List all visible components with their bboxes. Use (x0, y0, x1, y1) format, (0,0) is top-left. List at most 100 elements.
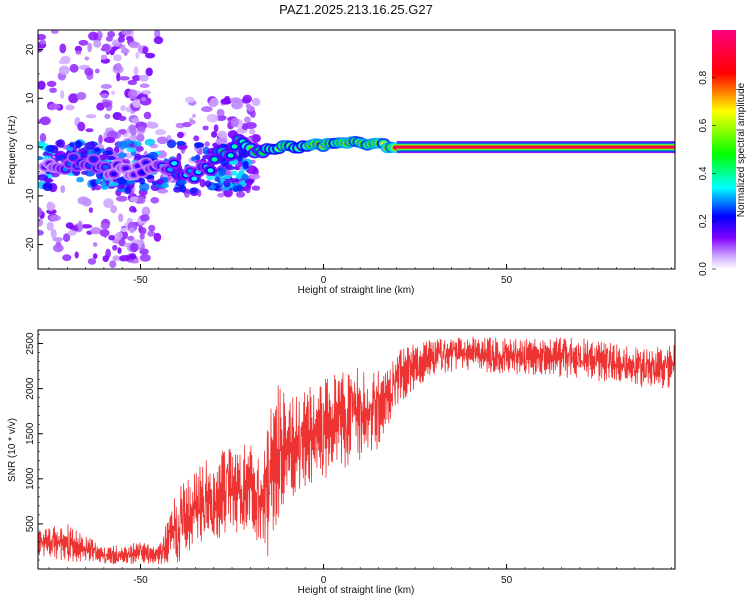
colorbar-tick-label: 0.0 (698, 262, 709, 276)
colorbar-gradient (712, 30, 736, 269)
heatmap-cell (127, 235, 135, 241)
heatmap-cell (39, 116, 51, 126)
heatmap-cell (87, 42, 93, 53)
heatmap-cell (146, 122, 159, 129)
heatmap-cell (112, 244, 118, 251)
heatmap-cell (143, 111, 152, 120)
heatmap-cell (215, 137, 228, 146)
heatmap-cell (147, 151, 159, 160)
heatmap-cell (100, 54, 108, 60)
heatmap-cell (223, 180, 231, 188)
y-tick-label: 2000 (25, 377, 36, 400)
heatmap-cell (128, 41, 141, 49)
heatmap-cell (223, 188, 233, 198)
heatmap-cell (132, 208, 137, 213)
heatmap-cell (128, 253, 137, 260)
heatmap-cell (211, 157, 218, 162)
heatmap-cell (250, 134, 261, 143)
heatmap-cell (38, 80, 46, 90)
heatmap-cell (92, 242, 98, 247)
heatmap-cell (217, 193, 225, 198)
heatmap-cell (98, 134, 103, 144)
heatmap-cell (85, 128, 94, 133)
heatmap-cell (44, 178, 54, 183)
heatmap-cell (202, 125, 209, 131)
heatmap-cell (241, 173, 249, 181)
heatmap-cell (192, 113, 196, 119)
spectrogram-y-axis-label: Frequency (Hz) (7, 116, 18, 185)
y-tick-label: 500 (25, 515, 36, 532)
heatmap-cell (93, 39, 102, 48)
heatmap-cell (141, 96, 147, 102)
snr-x-axis-label: Height of straight line (km) (298, 585, 415, 596)
heatmap-cell (56, 139, 65, 148)
heatmap-cell (118, 239, 126, 247)
heatmap-cell (214, 176, 221, 182)
heatmap-cell (120, 105, 126, 112)
heatmap-cell (207, 168, 214, 173)
heatmap-cell (117, 140, 128, 150)
heatmap-cell (39, 39, 47, 45)
heatmap-cell (217, 130, 228, 139)
heatmap-cell (121, 30, 132, 36)
heatmap-cell (74, 251, 79, 259)
heatmap-cell (51, 30, 59, 34)
heatmap-cell (94, 68, 100, 74)
heatmap-cell (77, 121, 86, 132)
spectrogram-heatmap (38, 30, 675, 268)
heatmap-cell (139, 248, 149, 255)
heatmap-cell (127, 79, 138, 86)
heatmap-cell (65, 222, 74, 229)
heatmap-cell (139, 83, 150, 88)
chart-title: PAZ1.2025.213.16.25.G27 (279, 2, 433, 17)
heatmap-cell (66, 145, 74, 152)
heatmap-cell (132, 99, 142, 108)
y-tick-label: -10 (25, 188, 36, 203)
heatmap-cell (90, 157, 97, 162)
heatmap-cell (126, 147, 137, 153)
heatmap-cell (213, 124, 219, 133)
heatmap-cell (218, 166, 227, 176)
heatmap-cell (131, 75, 142, 81)
heatmap-cell (118, 115, 127, 121)
heatmap-cell (125, 106, 132, 113)
heatmap-cell (46, 202, 56, 211)
heatmap-cell (223, 174, 232, 180)
heatmap-cell (245, 122, 257, 129)
heatmap-cell (38, 207, 43, 217)
colorbar-ticks: 0.0 0.2 0.4 0.6 0.8 (698, 70, 716, 276)
heatmap-cell (212, 183, 220, 191)
heatmap-cell (147, 230, 156, 237)
heatmap-cell (90, 227, 102, 235)
heatmap-cell (176, 141, 186, 146)
heatmap-cell (119, 255, 131, 262)
heatmap-cell (244, 116, 251, 123)
heatmap-cell (153, 36, 164, 45)
heatmap-cell (145, 52, 156, 59)
heatmap-cell (119, 44, 126, 50)
heatmap-cell (84, 141, 96, 151)
heatmap-cell (135, 52, 140, 59)
heatmap-cell (112, 255, 121, 261)
heatmap-cell (142, 46, 148, 55)
heatmap-cell (142, 90, 150, 95)
colorbar-tick-label: 0.8 (698, 70, 709, 84)
heatmap-cell (70, 155, 77, 160)
heatmap-cell (80, 224, 93, 229)
heatmap-cell (173, 186, 182, 193)
heatmap-cell (238, 180, 245, 186)
x-tick-label: -50 (133, 575, 148, 586)
heatmap-cell (219, 158, 230, 166)
heatmap-cell (216, 108, 225, 117)
heatmap-cell (230, 117, 239, 128)
heatmap-cell (135, 145, 144, 152)
heatmap-cell (154, 129, 166, 136)
heatmap-cell (105, 35, 113, 42)
heatmap-cell (81, 150, 88, 160)
heatmap-cell (117, 152, 127, 158)
heatmap-cell (131, 117, 140, 124)
heatmap-cell (166, 139, 177, 149)
heatmap-cell (139, 170, 145, 175)
